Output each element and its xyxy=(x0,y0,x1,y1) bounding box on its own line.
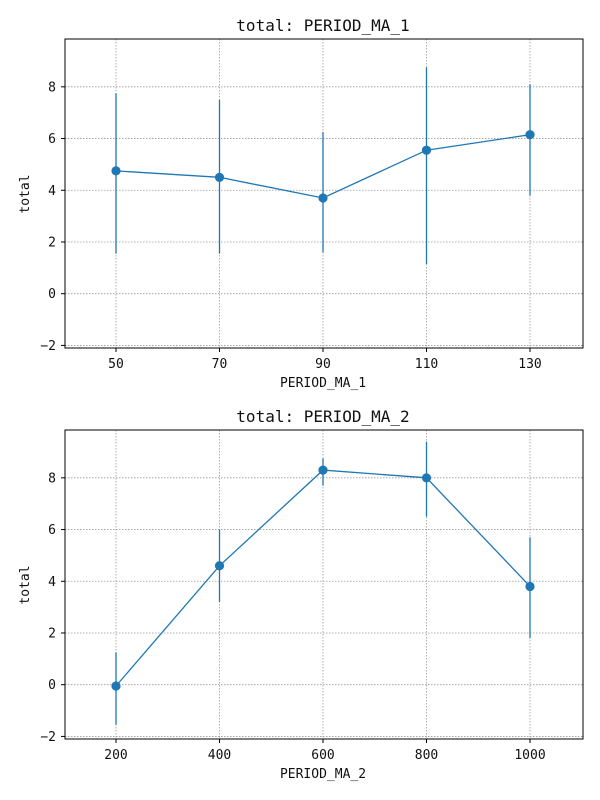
chart-title: total: PERIOD_MA_1 xyxy=(236,16,409,35)
y-axis-label: total xyxy=(18,565,33,604)
x-tick-label: 400 xyxy=(208,748,231,763)
y-tick-label: −2 xyxy=(40,339,56,354)
x-tick-label: 800 xyxy=(415,748,438,763)
data-point[interactable] xyxy=(318,193,328,203)
data-point[interactable] xyxy=(525,581,535,592)
y-tick-label: 2 xyxy=(48,235,56,250)
data-point[interactable] xyxy=(421,145,432,155)
y-tick-label: 0 xyxy=(48,678,56,693)
data-point[interactable] xyxy=(421,473,432,483)
x-tick-label: 70 xyxy=(212,357,228,372)
plot-frame xyxy=(64,429,584,740)
data-point[interactable] xyxy=(525,130,535,140)
x-tick-label: 130 xyxy=(518,357,541,372)
data-point[interactable] xyxy=(318,465,328,475)
x-tick-label: 90 xyxy=(315,357,331,372)
data-point[interactable] xyxy=(214,561,225,571)
x-axis-label: PERIOD_MA_1 xyxy=(280,376,366,391)
plot-frame xyxy=(64,38,584,349)
data-point[interactable] xyxy=(214,172,225,182)
x-tick-label: 110 xyxy=(415,357,438,372)
x-tick-label: 1000 xyxy=(514,748,545,763)
y-tick-label: 6 xyxy=(48,523,56,538)
y-tick-label: 4 xyxy=(48,575,56,590)
x-tick-label: 50 xyxy=(108,357,124,372)
y-tick-label: −2 xyxy=(40,730,56,745)
y-tick-label: 0 xyxy=(48,287,56,302)
y-tick-label: 8 xyxy=(48,80,56,95)
x-tick-label: 200 xyxy=(104,748,127,763)
x-axis-label: PERIOD_MA_2 xyxy=(280,767,366,782)
chart-title: total: PERIOD_MA_2 xyxy=(236,407,409,426)
x-tick-label: 600 xyxy=(311,748,334,763)
y-tick-label: 6 xyxy=(48,132,56,147)
y-tick-label: 4 xyxy=(48,184,56,199)
data-point[interactable] xyxy=(111,166,121,176)
y-tick-label: 8 xyxy=(48,471,56,486)
chart-panel-1: total: PERIOD_MA_1 50 70 90 110 130 −2 0 2 4 6 8 P… xyxy=(18,16,584,391)
chart-panel-2: total: PERIOD_MA_2 200 400 600 800 1000 −2 0 2 4… xyxy=(18,407,584,782)
y-tick-label: 2 xyxy=(48,626,56,641)
data-point[interactable] xyxy=(111,681,121,691)
y-axis-label: total xyxy=(18,174,33,213)
